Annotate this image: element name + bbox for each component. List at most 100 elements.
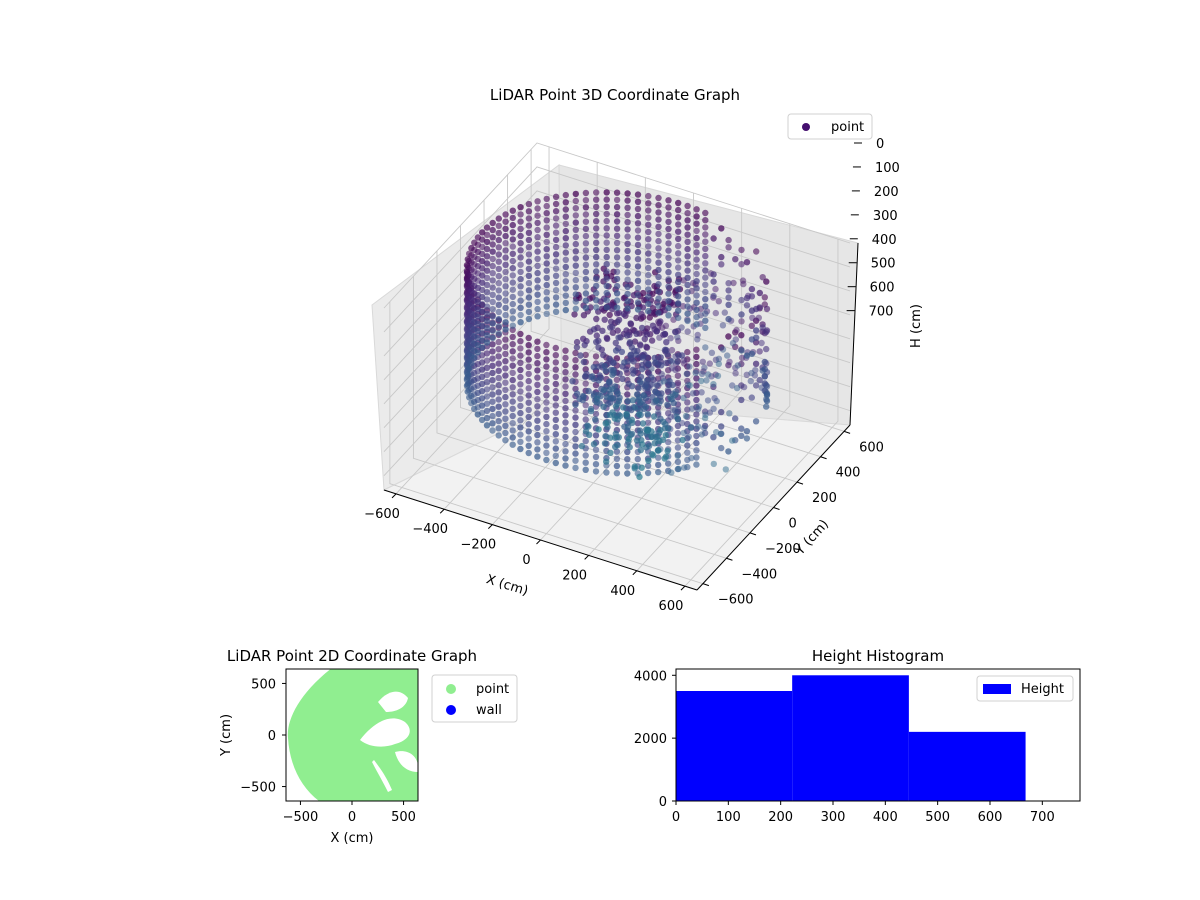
chart-3d-point xyxy=(489,334,496,342)
chart-3d-point xyxy=(725,448,732,455)
chart-3d-y-tick xyxy=(726,557,733,561)
chart-3d-point xyxy=(552,352,559,359)
chart-3d-point xyxy=(759,367,766,374)
chart-3d-point xyxy=(614,327,621,334)
chart-3d-y-tick xyxy=(702,583,710,587)
chart-3d-point xyxy=(517,290,524,297)
chart-3d-point xyxy=(638,366,646,373)
chart-3d-point xyxy=(543,224,550,231)
chart-3d-point xyxy=(743,302,751,309)
chart-3d-point xyxy=(655,237,662,245)
chart-3d-point xyxy=(732,256,739,263)
chart-3d-point xyxy=(640,392,647,399)
chart-hist-legend: Height xyxy=(976,675,1074,702)
chart-3d-point xyxy=(525,287,533,294)
chart-3d-point xyxy=(502,240,509,247)
chart-3d-point xyxy=(743,294,751,302)
chart-3d-point xyxy=(572,349,579,357)
chart-3d-point xyxy=(517,297,524,304)
chart-3d-point xyxy=(635,411,643,418)
chart-3d-point xyxy=(525,265,533,272)
chart-3d-point xyxy=(725,287,732,294)
chart-3d-point xyxy=(631,404,639,411)
chart-3d-point xyxy=(543,384,550,392)
chart-3d-point xyxy=(693,447,700,454)
chart-3d-point xyxy=(489,270,496,277)
chart-3d-point xyxy=(715,360,722,368)
chart-3d-point xyxy=(534,446,541,453)
chart-3d-point xyxy=(684,449,691,456)
chart-3d-point xyxy=(543,442,550,449)
chart-3d-point xyxy=(639,289,647,297)
chart-3d-point xyxy=(684,267,691,274)
chart-3d-point xyxy=(534,269,541,277)
chart-3d-point xyxy=(607,434,614,441)
chart-3d-point xyxy=(593,315,600,323)
chart-3d-point xyxy=(702,217,709,224)
chart-3d-point xyxy=(634,198,642,205)
chart-3d-point xyxy=(718,261,725,268)
chart-3d-point xyxy=(655,409,662,416)
chart-3d-point xyxy=(534,403,541,410)
chart-3d-point xyxy=(607,318,615,325)
chart-3d-x-tick-label: −400 xyxy=(412,522,448,537)
chart-3d-z-tick-label: 300 xyxy=(873,209,898,224)
chart-3d-point xyxy=(725,301,732,308)
chart-3d-point xyxy=(626,339,634,346)
chart-3d-point xyxy=(483,289,491,296)
chart-3d-point xyxy=(613,282,621,290)
chart-3d-point xyxy=(509,376,516,384)
chart-3d-point xyxy=(603,289,610,297)
chart-3d-point xyxy=(603,268,610,275)
chart-3d-point xyxy=(534,338,541,345)
chart-3d-point xyxy=(634,292,642,299)
chart-3d-point xyxy=(562,299,569,307)
chart-3d-point xyxy=(612,443,619,450)
chart-3d-point xyxy=(748,285,756,293)
chart-3d-point xyxy=(509,333,516,341)
chart-3d-point xyxy=(479,258,486,265)
chart-3d-point xyxy=(693,411,700,418)
chart-3d-point xyxy=(634,270,642,277)
chart-3d-point xyxy=(738,432,745,439)
chart-3d-ticks: −600 −400 −200 0 200 400 600 −600 −400 −200 0 200 40… xyxy=(364,137,900,614)
chart-3d-point xyxy=(534,313,541,320)
chart-2d-legend-label-point: point xyxy=(476,682,509,697)
chart-3d-point xyxy=(580,358,588,366)
chart-3d-point xyxy=(552,287,560,294)
chart-3d-y-tick xyxy=(843,430,851,434)
chart-3d-x-tick xyxy=(439,508,445,514)
chart-3d-point xyxy=(613,203,621,211)
chart-3d-point xyxy=(502,379,509,386)
chart-3d-point xyxy=(631,463,638,470)
chart-2d-gap-4 xyxy=(372,760,392,792)
chart-3d-point xyxy=(517,445,524,453)
chart-3d-point xyxy=(613,462,621,470)
chart-3d-point xyxy=(725,244,732,251)
chart-3d-point xyxy=(655,252,662,259)
chart-3d-point xyxy=(725,294,732,301)
chart-3d-point xyxy=(517,395,524,402)
chart-3d-point xyxy=(721,309,728,316)
chart-3d-point xyxy=(495,323,502,330)
chart-3d-point xyxy=(534,255,541,262)
chart-hist-ticks: 0 100 200 300 400 500 600 700 0 2000 4000 xyxy=(634,669,1055,825)
chart-3d-point xyxy=(592,381,600,389)
chart-3d-point xyxy=(684,296,691,303)
chart-3d-point xyxy=(753,334,760,341)
chart-3d-point xyxy=(633,330,640,337)
chart-3d-point xyxy=(543,217,550,224)
chart-3d-point xyxy=(638,464,645,471)
chart-3d-y-label: Y (cm) xyxy=(792,517,832,559)
chart-3d-point xyxy=(509,398,516,405)
chart-3d-point xyxy=(517,330,524,338)
chart-3d-point xyxy=(592,353,600,360)
chart-3d-point xyxy=(483,386,491,393)
chart-3d-point xyxy=(674,381,681,388)
chart-3d-point xyxy=(582,428,590,435)
chart-3d-point xyxy=(525,258,533,265)
chart-3d-point xyxy=(502,276,509,283)
chart-3d-point xyxy=(613,304,621,311)
chart-3d-point xyxy=(606,311,613,319)
chart-3d-point xyxy=(562,242,569,249)
